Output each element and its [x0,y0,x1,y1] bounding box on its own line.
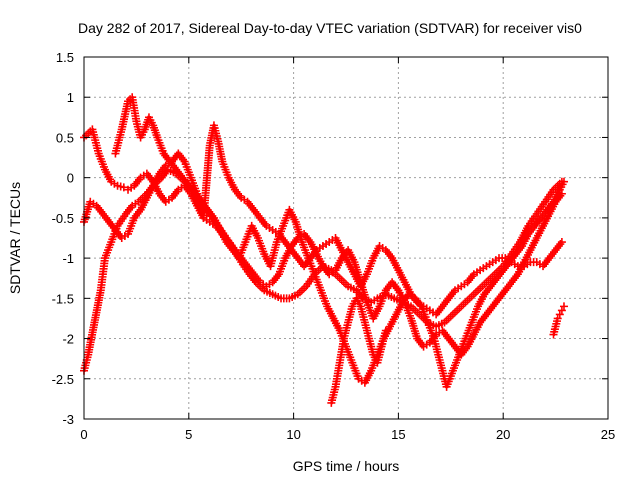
y-tick-label: -0.5 [52,211,74,226]
x-tick-label: 25 [601,427,615,442]
series-5 [327,294,390,407]
series-6 [549,302,568,339]
data-points [80,93,568,407]
data-point [557,306,566,315]
x-tick-label: 15 [391,427,405,442]
chart-title: Day 282 of 2017, Sidereal Day-to-day VTE… [78,20,582,36]
data-point [119,183,128,192]
data-point [559,177,568,186]
data-point [559,302,568,311]
y-tick-label: -3 [62,412,74,427]
data-point [557,238,566,247]
y-tick-label: 0.5 [56,130,74,145]
x-tick-label: 0 [80,427,87,442]
x-tick-label: 20 [496,427,510,442]
plot-area-frame [83,56,609,420]
y-tick-label: -1 [62,251,74,266]
x-tick-label: 5 [185,427,192,442]
series-2 [80,125,566,359]
x-axis-title: GPS time / hours [293,458,400,474]
y-tick-label: 1 [67,90,74,105]
data-point [555,310,564,319]
y-axis-title: SDTVAR / TECUs [7,182,23,294]
y-tick-label: -2.5 [52,372,74,387]
y-tick-label: -2 [62,332,74,347]
data-point [553,314,562,323]
y-tick-label: 1.5 [56,50,74,65]
series-3 [111,93,568,391]
y-tick-label: 0 [67,171,74,186]
data-point [381,326,390,335]
series-4 [80,121,566,319]
y-tick-label: -1.5 [52,291,74,306]
x-tick-label: 10 [286,427,300,442]
axis-ticks: 0 5 10 15 20 25 -3 -2.5 -2 -1.5 -1 -0.5 0 0.5 1 1.5 [52,50,616,442]
grid [84,57,608,419]
